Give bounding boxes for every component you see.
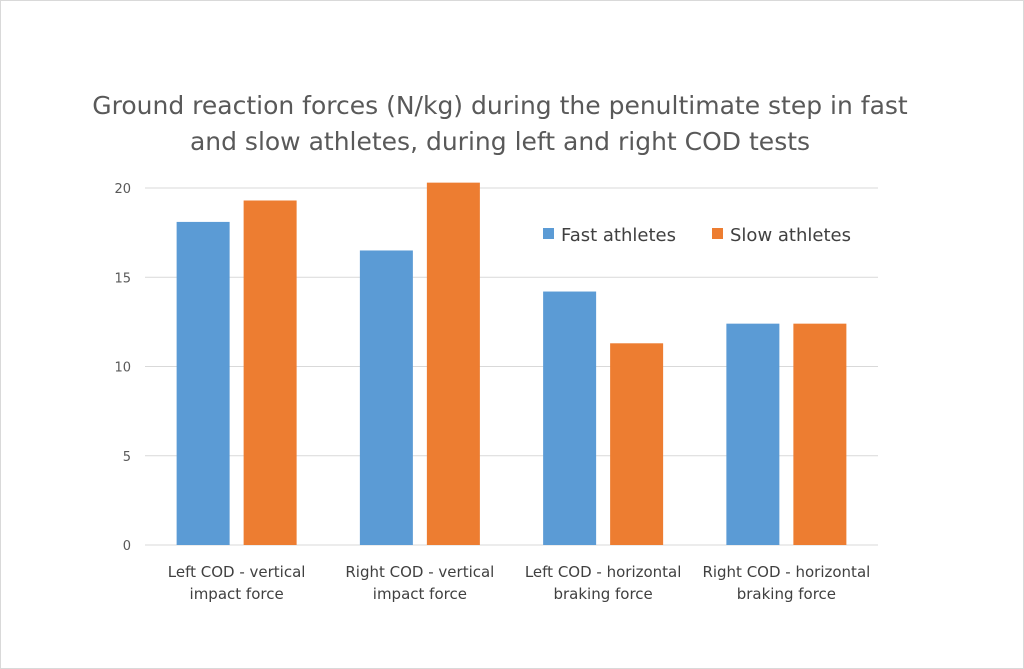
- y-tick-label-3: 15: [114, 271, 131, 286]
- y-tick-label-1: 5: [123, 450, 131, 465]
- category-label-1-line-1: impact force: [373, 585, 467, 603]
- category-label-0-line-0: Left COD - vertical: [168, 563, 306, 581]
- legend-swatch-slow: [712, 228, 723, 239]
- y-tick-label-2: 10: [114, 361, 131, 376]
- category-label-0-line-1: impact force: [190, 585, 284, 603]
- bar-fast-1: [359, 250, 413, 545]
- bar-slow-0: [243, 200, 297, 545]
- bar-slow-2: [610, 343, 664, 545]
- category-label-3-line-1: braking force: [737, 585, 836, 603]
- category-label-2-line-0: Left COD - horizontal: [525, 563, 682, 581]
- y-tick-label-0: 0: [123, 539, 131, 554]
- bar-fast-3: [726, 323, 780, 545]
- legend-label-fast: Fast athletes: [561, 225, 676, 246]
- legend-swatch-fast: [543, 228, 554, 239]
- bar-slow-1: [426, 182, 480, 545]
- chart-title: Ground reaction forces (N/kg) during the…: [92, 91, 908, 156]
- y-tick-label-4: 20: [114, 182, 131, 197]
- bar-slow-3: [793, 323, 847, 545]
- category-label-3-line-0: Right COD - horizontal: [702, 563, 870, 581]
- bar-fast-0: [176, 221, 230, 546]
- legend-label-slow: Slow athletes: [730, 225, 851, 246]
- bar-fast-2: [543, 291, 597, 545]
- category-label-2-line-1: braking force: [553, 585, 652, 603]
- category-label-1-line-0: Right COD - vertical: [345, 563, 494, 581]
